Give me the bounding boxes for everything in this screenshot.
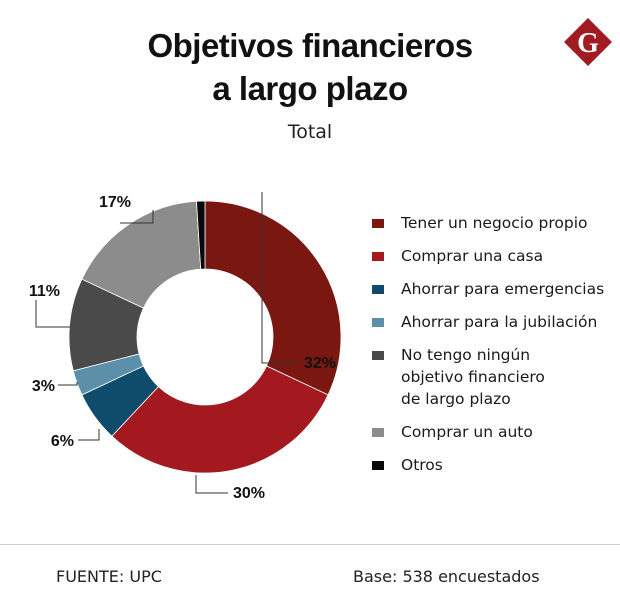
legend-item-jubilacion: Ahorrar para la jubilación bbox=[372, 311, 616, 333]
leader-line-emergencias bbox=[78, 429, 100, 441]
legend-swatch bbox=[372, 351, 384, 360]
legend-label: Comprar un auto bbox=[401, 423, 533, 441]
legend-swatch bbox=[372, 219, 384, 228]
legend-label: Ahorrar para emergencias bbox=[401, 280, 605, 298]
legend-item-otros: Otros bbox=[372, 454, 616, 476]
legend-swatch bbox=[372, 285, 384, 294]
chart-legend: Tener un negocio propio Comprar una casa… bbox=[372, 212, 616, 487]
data-labels: 32% 30% 6% 3% 11% 17% bbox=[29, 194, 336, 502]
logo-diamond bbox=[564, 18, 612, 66]
legend-label: Comprar una casa bbox=[401, 247, 544, 265]
legend-item-casa: Comprar una casa bbox=[372, 245, 616, 267]
brand-logo-icon: G bbox=[564, 18, 612, 66]
leader-line-auto bbox=[120, 210, 154, 224]
leader-line-jubilacion bbox=[58, 382, 78, 386]
legend-item-emergencias: Ahorrar para emergencias bbox=[372, 278, 616, 300]
data-label-emergencias: 6% bbox=[51, 433, 74, 450]
slice-negocio bbox=[204, 200, 342, 396]
legend-item-auto: Comprar un auto bbox=[372, 421, 616, 443]
data-label-auto: 17% bbox=[99, 194, 131, 211]
donut-chart: 32% 30% 6% 3% 11% 17% bbox=[29, 192, 342, 502]
legend-swatch bbox=[372, 428, 384, 437]
legend-label: Ahorrar para la jubilación bbox=[401, 313, 598, 331]
leader-line-ningun-objetivo bbox=[35, 300, 70, 328]
slice-casa bbox=[111, 365, 329, 474]
source-note: FUENTE: UPC bbox=[56, 567, 162, 586]
legend-swatch bbox=[372, 252, 384, 261]
leader-line-negocio bbox=[261, 192, 300, 364]
data-label-negocio: 32% bbox=[304, 355, 336, 372]
logo-letter: G bbox=[577, 28, 599, 59]
sample-base-note: Base: 538 encuestados bbox=[353, 567, 540, 586]
footer-divider bbox=[0, 544, 620, 545]
legend-swatch bbox=[372, 461, 384, 470]
chart-title-line1: Objetivos financieros bbox=[147, 27, 473, 64]
chart-title: Objetivos financieros a largo plazo bbox=[0, 24, 620, 110]
chart-title-line2: a largo plazo bbox=[212, 70, 408, 107]
data-label-jubilacion: 3% bbox=[32, 378, 55, 395]
data-label-ningun-objetivo: 11% bbox=[29, 283, 60, 300]
label-leader-lines bbox=[35, 192, 300, 494]
slice-otros bbox=[196, 200, 206, 270]
donut-slices bbox=[68, 200, 342, 474]
legend-item-ningun-objetivo: No tengo ningún objetivo financiero de l… bbox=[372, 344, 616, 410]
legend-label: Tener un negocio propio bbox=[401, 214, 588, 232]
legend-label: No tengo ningún objetivo financiero de l… bbox=[401, 346, 545, 408]
data-label-casa: 30% bbox=[233, 485, 265, 502]
legend-item-negocio: Tener un negocio propio bbox=[372, 212, 616, 234]
leader-line-casa bbox=[195, 475, 228, 494]
chart-subtitle: Total bbox=[287, 121, 333, 143]
legend-label: Otros bbox=[401, 456, 443, 474]
legend-swatch bbox=[372, 318, 384, 327]
